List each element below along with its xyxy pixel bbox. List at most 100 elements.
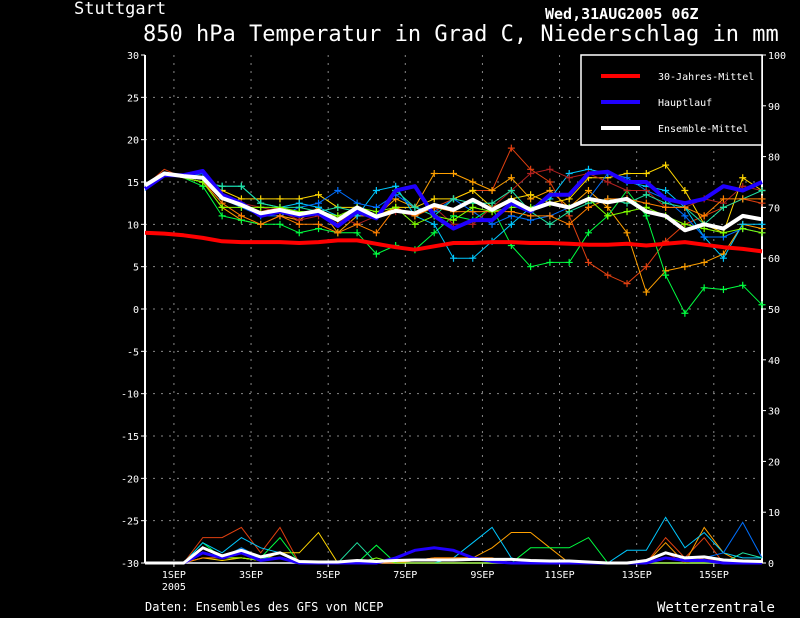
data-point-member-4 [739,281,747,289]
data-point-member-10 [739,225,747,233]
data-point-member-9 [546,212,554,220]
data-point-member-6 [681,212,689,220]
ytick-label: 5 [133,263,139,274]
xtick-label: 9SEP [470,570,494,581]
legend-label-mean: Ensemble-Mittel [658,124,748,135]
y2tick-label: 70 [768,203,780,214]
data-point-member-8 [237,182,245,190]
data-point-member-9 [662,203,670,211]
data-point-member-2 [469,178,477,186]
data-point-member-8 [218,182,226,190]
data-point-member-4 [430,229,438,237]
data-point-member-4 [584,229,592,237]
y2tick-label: 100 [768,51,786,62]
y2tick-label: 60 [768,254,780,265]
ytick-label: 25 [127,93,139,104]
data-point-member-9 [739,195,747,203]
data-point-member-2 [488,186,496,194]
data-point-member-4 [681,309,689,317]
data-point-member-2 [450,170,457,178]
data-point-member-2 [642,288,650,296]
data-point-member-6 [334,186,342,194]
y2tick-label: 50 [768,305,780,316]
data-point-member-4 [527,263,535,271]
data-point-member-5 [430,220,438,228]
ytick-label: 0 [133,305,139,316]
precip-line-Hauptlauf [145,546,762,565]
precipitation-lines [145,516,763,565]
ytick-label: -15 [121,432,139,443]
data-point-member-9 [565,220,573,228]
data-point-member-4 [758,301,766,309]
data-point-member-8 [758,186,766,194]
data-point-member-4 [565,258,573,266]
data-point-member-10 [469,203,477,211]
y2tick-label: 10 [768,508,780,519]
data-point-member-7 [604,178,612,186]
data-source: Daten: Ensembles des GFS von NCEP [145,600,383,614]
data-point-member-10 [623,208,631,216]
data-point-member-4 [218,212,226,220]
legend: 30-Jahres-Mittel Hauptlauf Ensemble-Mitt… [580,54,763,146]
chart-title: 850 hPa Temperatur in Grad C, Niederschl… [143,22,779,47]
temperature-lines [143,144,766,317]
ytick-label: 20 [127,136,139,147]
data-point-member-2 [584,186,592,194]
data-point-member-2 [507,174,515,182]
ytick-label: 15 [127,178,139,189]
y2tick-label: 20 [768,457,780,468]
data-point-member-4 [546,258,554,266]
data-point-member-3 [469,186,477,194]
ytick-label: 10 [127,220,139,231]
data-point-member-1 [507,144,515,152]
data-point-member-10 [411,220,419,228]
data-point-member-2 [700,258,708,266]
data-point-member-1 [584,258,592,266]
y2tick-label: 40 [768,356,780,367]
data-point-member-1 [546,178,554,186]
data-point-member-9 [758,195,766,203]
xtick-label: 5SEP [316,570,340,581]
precip-line-Ensemble-Mittel [145,546,763,565]
legend-label-climate: 30-Jahres-Mittel [658,72,754,83]
data-point-member-4 [662,271,670,279]
data-point-member-9 [353,220,361,228]
xtick-label: 1SEP [162,570,186,581]
data-point-member-1 [604,271,612,279]
data-point-member-2 [430,170,438,178]
data-point-member-5 [450,254,457,262]
data-point-member-3 [430,195,438,203]
data-point-member-10 [450,216,457,224]
data-point-member-3 [642,170,650,178]
xtick-label: 3SEP [239,570,263,581]
xtick-label: 7SEP [393,570,417,581]
data-point-member-5 [469,254,477,262]
data-point-member-9 [719,195,727,203]
data-point-member-2 [623,229,631,237]
xtick-label: 15SEP [699,570,729,581]
data-point-member-7 [527,170,535,178]
axes: -30 -25 -20 -15 -10 -5 0 5 10 15 20 25 30 0 10 20 30 40 50… [121,51,786,593]
data-point-member-9 [700,212,708,220]
data-point-member-8 [642,191,650,199]
xtick-label: 13SEP [622,570,652,581]
data-point-member-4 [353,229,361,237]
data-point-member-4 [700,284,708,292]
ytick-label: 30 [127,51,139,62]
data-point-member-3 [681,186,689,194]
data-point-member-9 [372,229,380,237]
data-point-member-10 [681,220,689,228]
data-point-member-10 [257,203,265,211]
precip-line-member-10 [145,552,762,564]
y2tick-label: 90 [768,102,780,113]
data-point-member-9 [295,220,303,228]
temp-line-30-Jahres-Mittel [144,230,763,254]
data-point-member-5 [372,186,380,194]
y2tick-label: 80 [768,153,780,164]
data-point-member-5 [719,254,727,262]
data-point-member-10 [604,212,612,220]
data-point-member-8 [488,199,496,207]
data-point-member-9 [237,212,245,220]
xtick-label: 11SEP [544,570,574,581]
